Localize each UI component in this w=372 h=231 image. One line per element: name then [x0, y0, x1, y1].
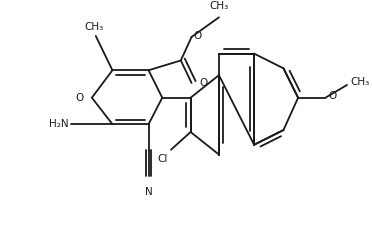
Text: CH₃: CH₃: [350, 77, 369, 87]
Text: N: N: [145, 187, 153, 197]
Text: Cl: Cl: [158, 154, 168, 164]
Text: O: O: [193, 31, 202, 41]
Text: O: O: [328, 91, 337, 101]
Text: CH₃: CH₃: [209, 1, 228, 12]
Text: O: O: [76, 93, 84, 103]
Text: H₂N: H₂N: [49, 119, 68, 129]
Text: CH₃: CH₃: [84, 22, 103, 32]
Text: O: O: [199, 78, 208, 88]
